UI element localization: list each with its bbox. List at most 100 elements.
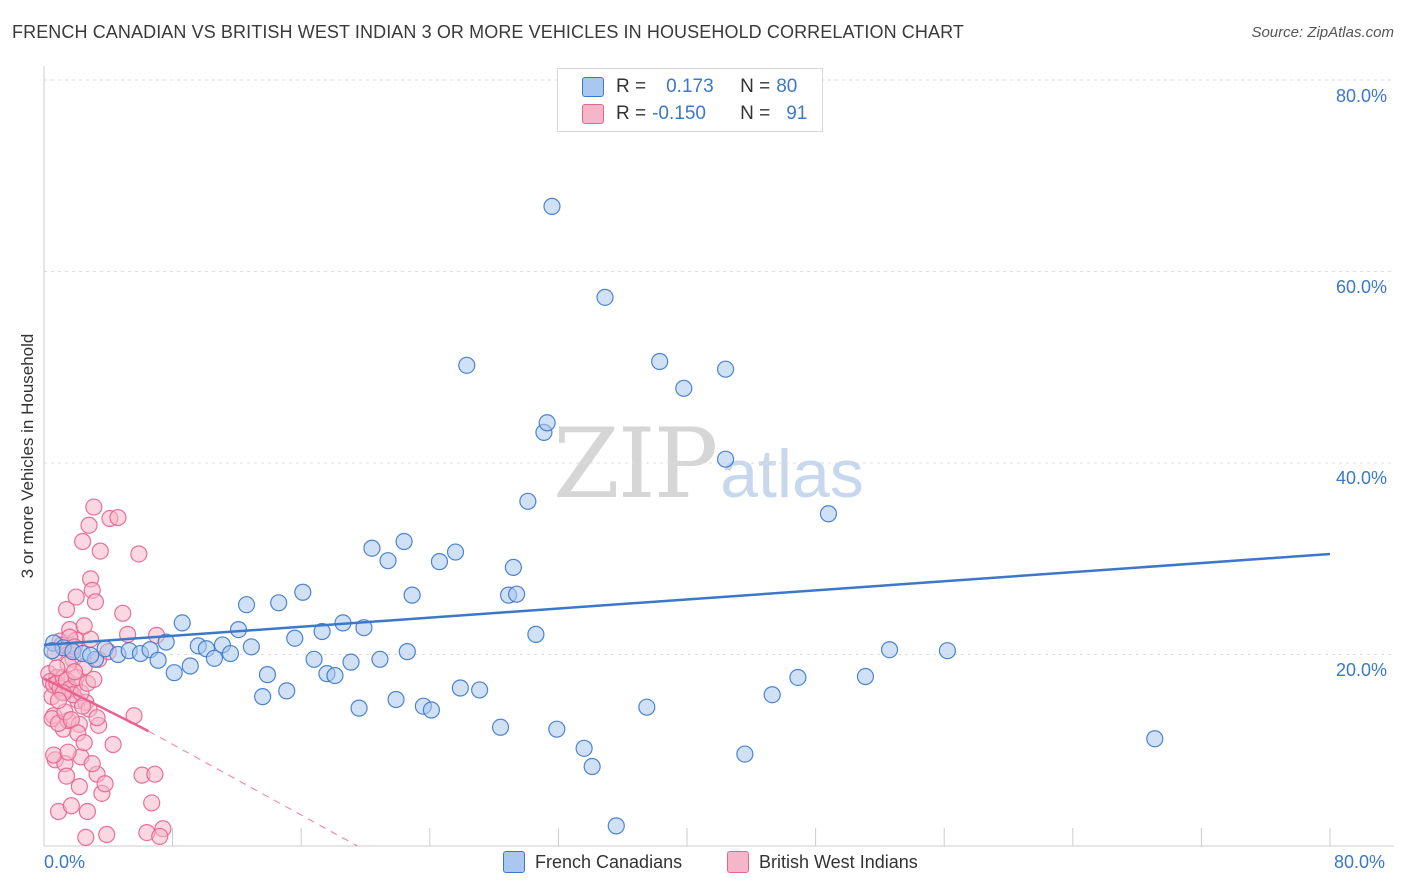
legend-swatch-pink	[727, 851, 749, 873]
point-british-west-indians	[143, 794, 161, 812]
legend-item-french-canadians[interactable]: French Canadians	[503, 851, 682, 873]
point-french-canadians	[43, 642, 61, 660]
point-british-west-indians	[62, 797, 80, 815]
point-french-canadians	[471, 681, 489, 699]
point-french-canadians	[763, 686, 781, 704]
point-french-canadians	[350, 699, 368, 717]
point-british-west-indians	[49, 691, 68, 710]
point-french-canadians	[205, 649, 223, 667]
point-french-canadians	[548, 720, 566, 738]
watermark-zip: ZIP	[553, 408, 718, 520]
point-british-west-indians	[73, 532, 92, 551]
point-british-west-indians	[48, 659, 66, 677]
point-british-west-indians	[57, 767, 76, 785]
trendline-extension-british-west-indians	[148, 730, 358, 847]
point-french-canadians	[446, 543, 465, 561]
point-british-west-indians	[75, 733, 93, 752]
x-tick-min: 0.0%	[44, 852, 86, 872]
point-british-west-indians	[109, 508, 127, 527]
point-french-canadians	[1146, 730, 1164, 748]
point-french-canadians	[491, 718, 510, 736]
legend-swatch-blue	[503, 851, 525, 873]
point-french-canadians	[258, 666, 277, 684]
point-french-canadians	[398, 643, 416, 661]
y-tick-40: 40.0%	[1336, 468, 1388, 488]
point-french-canadians	[819, 505, 838, 523]
point-french-canadians	[342, 653, 360, 671]
point-british-west-indians	[80, 516, 98, 534]
point-british-west-indians	[104, 735, 122, 754]
point-french-canadians	[789, 668, 807, 687]
point-british-west-indians	[45, 746, 63, 764]
y-axis-label: 3 or more Vehicles in Household	[18, 333, 37, 579]
point-british-west-indians	[85, 498, 103, 516]
y-tick-80: 80.0%	[1336, 86, 1388, 106]
point-british-west-indians	[78, 802, 97, 821]
point-french-canadians	[422, 701, 441, 719]
point-british-west-indians	[146, 765, 164, 783]
point-french-canadians	[313, 622, 331, 641]
point-french-canadians	[451, 679, 469, 697]
point-british-west-indians	[70, 778, 88, 796]
legend-row-french-canadians: R = 0.173 N = 80	[582, 75, 797, 99]
legend-r-label: R =	[616, 103, 647, 124]
point-british-west-indians	[96, 775, 114, 793]
point-french-canadians	[596, 288, 614, 306]
point-french-canadians	[607, 817, 625, 835]
point-french-canadians	[237, 596, 256, 614]
point-french-canadians	[379, 552, 397, 570]
point-french-canadians	[675, 379, 693, 397]
point-french-canadians	[736, 745, 754, 763]
point-french-canadians	[651, 352, 669, 371]
point-british-west-indians	[88, 709, 106, 727]
point-british-west-indians	[130, 545, 148, 563]
y-tick-20: 20.0%	[1336, 660, 1388, 680]
y-tick-60: 60.0%	[1336, 277, 1388, 297]
point-french-canadians	[82, 646, 100, 665]
legend-item-british-west-indians[interactable]: British West Indians	[727, 851, 918, 873]
point-british-west-indians	[86, 593, 105, 611]
point-french-canadians	[254, 688, 272, 706]
point-french-canadians	[173, 614, 191, 632]
point-british-west-indians	[65, 663, 84, 681]
point-french-canadians	[880, 641, 899, 659]
point-french-canadians	[221, 644, 240, 663]
point-french-canadians	[294, 583, 312, 601]
legend-row-british-west-indians: R = -0.150 N = 91	[582, 102, 807, 126]
legend-n-value: 91	[786, 103, 808, 124]
point-british-west-indians	[114, 604, 132, 622]
point-french-canadians	[575, 739, 593, 757]
point-french-canadians	[326, 666, 344, 685]
point-british-west-indians	[91, 542, 109, 560]
point-british-west-indians	[83, 755, 101, 773]
point-british-west-indians	[59, 743, 77, 761]
trendline-french-canadians	[43, 552, 1331, 647]
point-french-canadians	[519, 492, 537, 510]
correlation-legend: R = 0.173 N = 80 R = -0.150 N = 91	[557, 68, 823, 132]
point-french-canadians	[583, 757, 601, 776]
legend-r-value: 0.173	[666, 76, 714, 97]
point-british-west-indians	[98, 825, 116, 844]
point-british-west-indians	[75, 617, 93, 635]
legend-n-value: 80	[776, 76, 798, 97]
point-french-canadians	[508, 585, 526, 603]
point-french-canadians	[504, 558, 522, 576]
watermark-atlas: atlas	[720, 436, 864, 512]
point-french-canadians	[305, 650, 323, 668]
point-french-canadians	[371, 650, 389, 668]
point-british-west-indians	[151, 827, 169, 846]
point-french-canadians	[430, 553, 449, 571]
point-french-canadians	[938, 642, 957, 660]
point-french-canadians	[716, 450, 735, 468]
watermark: ZIPatlas	[553, 408, 864, 520]
point-british-west-indians	[57, 600, 76, 619]
trendline-british-west-indians	[43, 677, 150, 733]
legend-swatch-blue	[582, 77, 604, 97]
legend-label: French Canadians	[535, 851, 683, 872]
point-french-canadians	[157, 633, 175, 651]
legend-n-label: N =	[740, 103, 771, 124]
point-french-canadians	[149, 651, 167, 669]
point-french-canadians	[538, 414, 556, 432]
point-french-canadians	[270, 594, 288, 612]
chart-title: FRENCH CANADIAN VS BRITISH WEST INDIAN 3…	[12, 22, 964, 42]
